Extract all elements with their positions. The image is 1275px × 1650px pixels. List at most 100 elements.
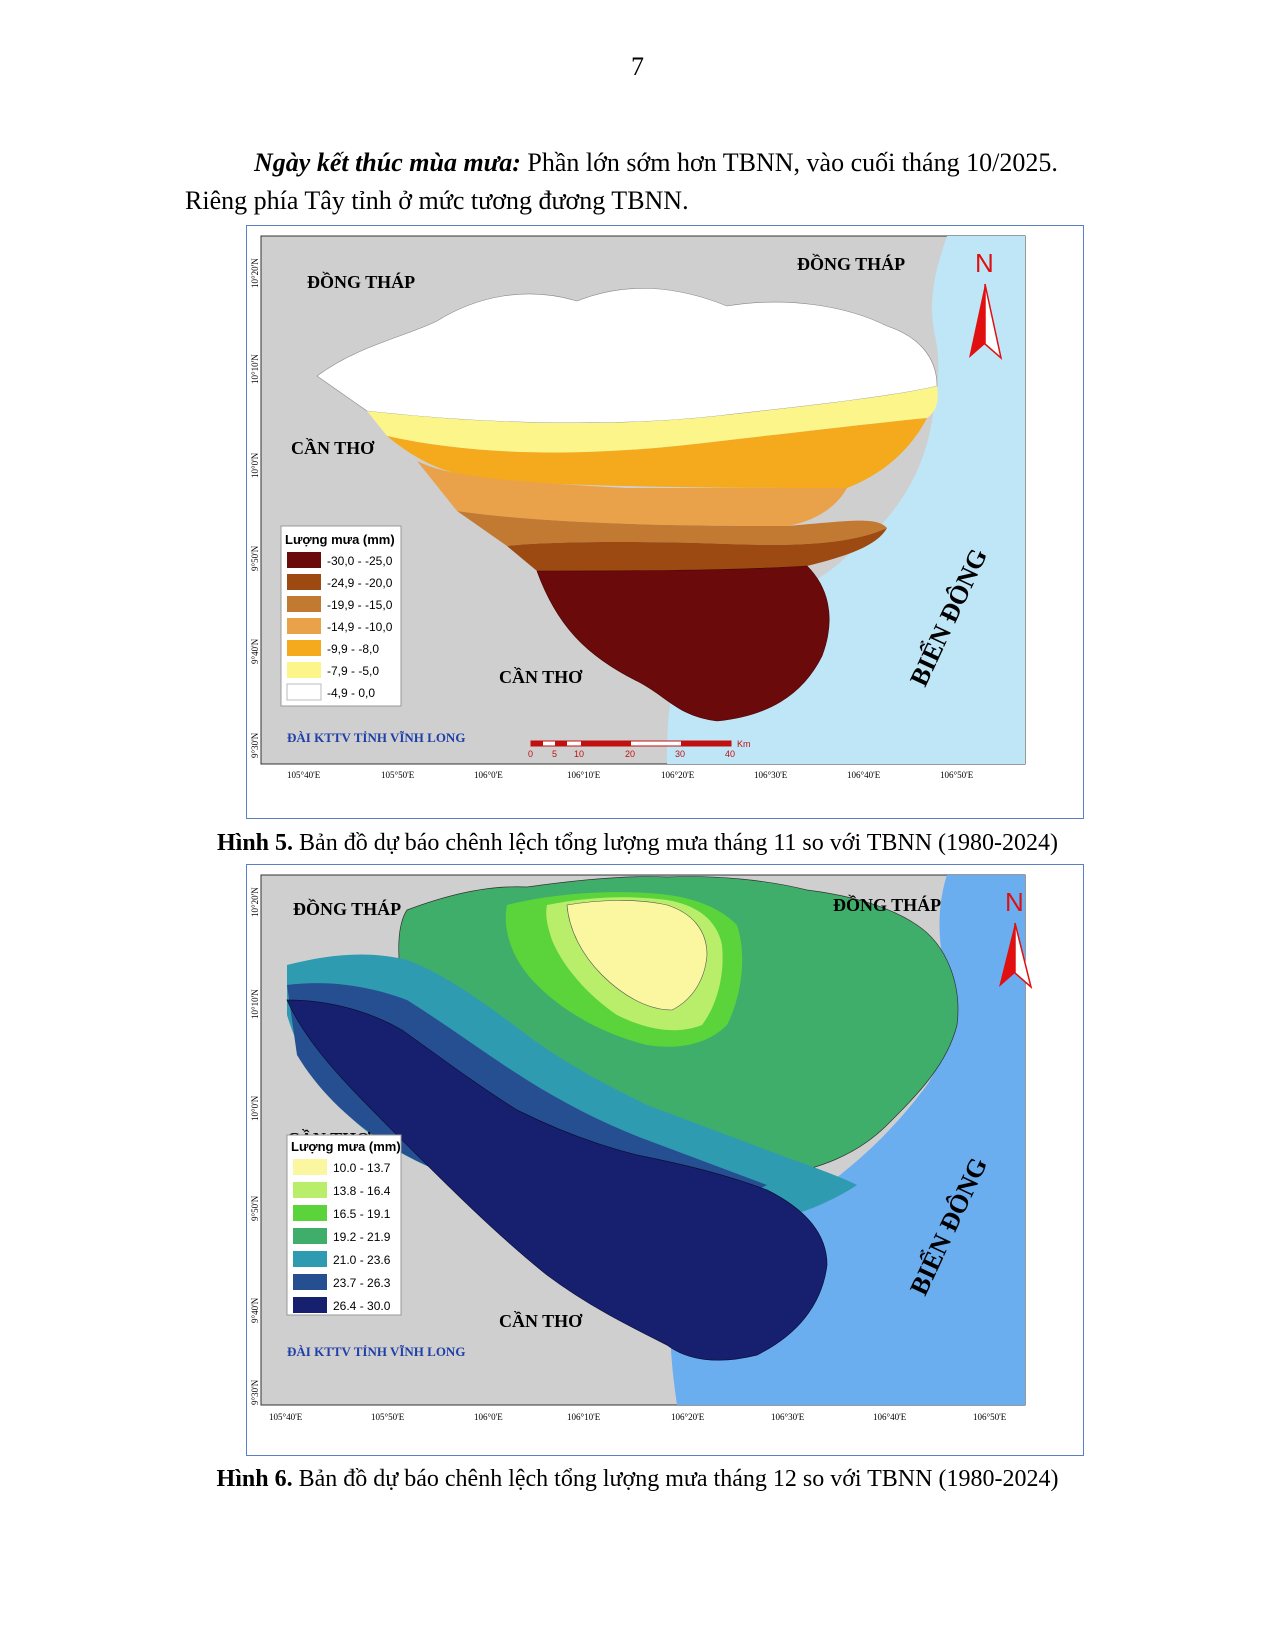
- paragraph-line1-rest: Phần lớn sớm hơn TBNN, vào cuối tháng 10…: [520, 148, 1058, 177]
- map5-scale-unit: Km: [737, 739, 751, 749]
- figure-6-svg: ĐỒNG THÁP ĐỒNG THÁP CẦN THƠ CẦN THƠ BIỂN…: [250, 874, 1033, 1422]
- map5-legend-label-3: -14,9 - -10,0: [327, 620, 393, 634]
- map6-lat-tick-3: 9°50'N: [250, 1195, 260, 1221]
- map6-legend-label-0: 10.0 - 13.7: [333, 1161, 391, 1175]
- map5-lon-tick-3: 106°10'E: [567, 770, 601, 780]
- figure-6-caption-text: Bản đồ dự báo chênh lệch tổng lượng mưa …: [292, 1466, 1059, 1492]
- map5-lon-tick-4: 106°20'E: [661, 770, 695, 780]
- map5-scale-label-3: 20: [625, 749, 635, 759]
- map5-band-brown-light: [457, 511, 887, 546]
- map5-lon-tick-2: 106°0'E: [474, 770, 503, 780]
- map5-lon-ticks: 105°40'E 105°50'E 106°0'E 106°10'E 106°2…: [287, 770, 974, 780]
- map6-credit: ĐÀI KTTV TỈNH VĨNH LONG: [287, 1344, 465, 1359]
- map6-band-yellow: [566, 900, 708, 1011]
- map5-lat-tick-2: 10°0'N: [250, 452, 260, 478]
- map6-north-arrow: N: [999, 887, 1033, 990]
- map6-lon-tick-3: 106°10'E: [567, 1412, 601, 1422]
- map5-legend-label-4: -9,9 - -8,0: [327, 642, 379, 656]
- map5-legend-swatch-5: [287, 662, 321, 678]
- paragraph-line-2: Riêng phía Tây tỉnh ở mức tương đương TB…: [185, 186, 689, 215]
- map6-legend-swatch-6: [293, 1297, 327, 1313]
- map5-lon-tick-0: 105°40'E: [287, 770, 321, 780]
- map6-lon-tick-2: 106°0'E: [474, 1412, 503, 1422]
- map6-north-arrow-left: [999, 923, 1015, 987]
- map5-lon-tick-1: 105°50'E: [381, 770, 415, 780]
- figure-5-caption-text: Bản đồ dự báo chênh lệch tổng lượng mưa …: [293, 830, 1058, 856]
- map6-legend-label-5: 23.7 - 26.3: [333, 1276, 391, 1290]
- map6-legend: Lượng mưa (mm) 10.0 - 13.7 13.8 - 16.4 1…: [286, 1134, 402, 1316]
- map6-lat-tick-4: 9°40'N: [250, 1297, 260, 1323]
- map5-north-arrow-left: [969, 284, 985, 358]
- map5-region-can-tho-upper: CẦN THƠ: [291, 437, 375, 458]
- map5-legend-swatch-1: [287, 574, 321, 590]
- map6-region-can-tho-lower: CẦN THƠ: [499, 1310, 583, 1331]
- page-number: 7: [631, 52, 644, 81]
- map5-band-white: [316, 288, 938, 424]
- map5-legend-swatch-4: [287, 640, 321, 656]
- map5-legend-label-5: -7,9 - -5,0: [327, 664, 379, 678]
- map5-credit: ĐÀI KTTV TỈNH VĨNH LONG: [287, 730, 465, 745]
- map6-legend-label-1: 13.8 - 16.4: [333, 1184, 391, 1198]
- map5-scale-label-5: 40: [725, 749, 735, 759]
- map6-legend-title: Lượng mưa (mm): [291, 1139, 401, 1154]
- map5-lon-tick-6: 106°40'E: [847, 770, 881, 780]
- figure-5-svg: ĐỒNG THÁP ĐỒNG THÁP CẦN THƠ CẦN THƠ BIỂN…: [250, 235, 1026, 780]
- map5-scale-label-0: 0: [528, 749, 533, 759]
- map5-legend-swatch-0: [287, 552, 321, 568]
- map5-band-brown: [507, 528, 887, 571]
- map6-band-navy: [286, 999, 828, 1361]
- map5-region-dong-thap-left: ĐỒNG THÁP: [307, 271, 415, 292]
- map5-scale-label-2: 10: [574, 749, 584, 759]
- figure-6-map: ĐỒNG THÁP ĐỒNG THÁP CẦN THƠ CẦN THƠ BIỂN…: [246, 864, 1084, 1456]
- map5-legend-title: Lượng mưa (mm): [285, 532, 395, 547]
- map6-lon-tick-7: 106°50'E: [973, 1412, 1007, 1422]
- map5-lon-tick-7: 106°50'E: [940, 770, 974, 780]
- map5-legend-label-1: -24,9 - -20,0: [327, 576, 393, 590]
- map5-lat-tick-1: 10°10'N: [250, 354, 260, 384]
- map6-lat-tick-5: 9°30'N: [250, 1379, 260, 1405]
- map6-lon-tick-0: 105°40'E: [269, 1412, 303, 1422]
- map6-legend-swatch-2: [293, 1205, 327, 1221]
- map5-legend-swatch-3: [287, 618, 321, 634]
- map6-lat-tick-0: 10°20'N: [250, 887, 260, 917]
- figure-5-caption-label: Hình 5.: [217, 830, 294, 856]
- map5-band-orange: [387, 418, 927, 488]
- map6-legend-swatch-3: [293, 1228, 327, 1244]
- map6-legend-swatch-4: [293, 1251, 327, 1267]
- map6-legend-label-4: 21.0 - 23.6: [333, 1253, 391, 1267]
- figure-5-caption: Hình 5. Bản đồ dự báo chênh lệch tổng lư…: [0, 830, 1275, 857]
- map6-legend-swatch-0: [293, 1159, 327, 1175]
- map5-lat-tick-0: 10°20'N: [250, 258, 260, 288]
- map6-legend-label-3: 19.2 - 21.9: [333, 1230, 391, 1244]
- map5-scale-label-4: 30: [675, 749, 685, 759]
- map6-legend-label-6: 26.4 - 30.0: [333, 1299, 391, 1313]
- figure-6-caption: Hình 6. Bản đồ dự báo chênh lệch tổng lư…: [0, 1466, 1275, 1493]
- map6-region-dong-thap-right: ĐỒNG THÁP: [833, 894, 941, 915]
- map6-north-arrow-right: [1014, 922, 1033, 990]
- map6-legend-label-2: 16.5 - 19.1: [333, 1207, 391, 1221]
- map5-north-arrow-right: [984, 283, 1003, 361]
- map6-lon-tick-4: 106°20'E: [671, 1412, 705, 1422]
- map6-lat-tick-2: 10°0'N: [250, 1095, 260, 1121]
- map6-legend-swatch-5: [293, 1274, 327, 1290]
- map6-lon-ticks: 105°40'E 105°50'E 106°0'E 106°10'E 106°2…: [269, 1412, 1007, 1422]
- map5-lat-tick-3: 9°50'N: [250, 545, 260, 571]
- map6-region-dong-thap-left: ĐỒNG THÁP: [293, 898, 401, 919]
- map5-north-label: N: [975, 248, 994, 278]
- map5-legend-label-0: -30,0 - -25,0: [327, 554, 393, 568]
- figure-5-map: ĐỒNG THÁP ĐỒNG THÁP CẦN THƠ CẦN THƠ BIỂN…: [246, 225, 1084, 819]
- map5-lon-tick-5: 106°30'E: [754, 770, 788, 780]
- map5-lat-tick-4: 9°40'N: [250, 638, 260, 664]
- map6-legend-swatch-1: [293, 1182, 327, 1198]
- map5-band-dark-red: [536, 565, 830, 722]
- map5-band-yellow: [367, 386, 938, 453]
- map5-band-light-orange: [417, 461, 847, 526]
- map5-legend: Lượng mưa (mm) -30,0 - -25,0 -24,9 - -20…: [280, 525, 402, 707]
- figure-6-caption-label: Hình 6.: [216, 1466, 293, 1492]
- paragraph-line-1: Ngày kết thúc mùa mưa: Phần lớn sớm hơn …: [254, 144, 1058, 182]
- map5-legend-swatch-2: [287, 596, 321, 612]
- map5-legend-swatch-6: [286, 683, 322, 701]
- map5-scale-label-1: 5: [552, 749, 557, 759]
- map6-lon-tick-6: 106°40'E: [873, 1412, 907, 1422]
- map6-lon-tick-1: 105°50'E: [371, 1412, 405, 1422]
